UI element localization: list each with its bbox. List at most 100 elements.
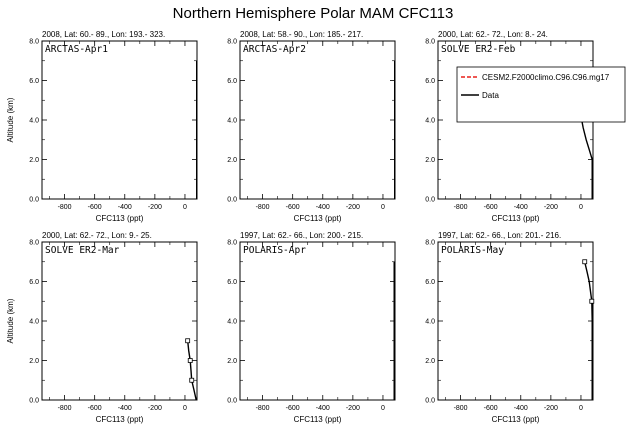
y-tick-label: 4.0 bbox=[29, 118, 39, 125]
data-point-marker bbox=[187, 358, 193, 363]
x-tick-label: -200 bbox=[346, 204, 360, 211]
y-tick-label: 4.0 bbox=[227, 118, 237, 125]
x-axis-label: CFC113 (ppt) bbox=[294, 214, 342, 223]
chart-panel: 1997, Lat: 62.- 66., Lon: 201.- 216. -800… bbox=[425, 231, 595, 424]
x-tick-label: -800 bbox=[256, 204, 270, 211]
y-tick-label: 6.0 bbox=[29, 279, 39, 286]
panel-header: 1997, Lat: 62.- 66., Lon: 201.- 216. bbox=[438, 231, 561, 240]
x-tick-label: -800 bbox=[58, 204, 72, 211]
y-tick-label: 2.0 bbox=[227, 157, 237, 164]
y-tick-label: 0.0 bbox=[425, 398, 435, 405]
x-tick-label: -600 bbox=[88, 204, 102, 211]
x-tick-label: -800 bbox=[454, 405, 468, 412]
x-tick-label: -400 bbox=[118, 405, 132, 412]
y-tick-label: 8.0 bbox=[227, 39, 237, 46]
x-tick-label: -600 bbox=[286, 204, 300, 211]
y-tick-label: 2.0 bbox=[29, 358, 39, 365]
x-tick-label: 0 bbox=[381, 204, 385, 211]
panel-label: ARCTAS-Apr1 bbox=[45, 44, 108, 55]
y-axis-label: Altitude (km) bbox=[6, 298, 15, 343]
y-tick-label: 2.0 bbox=[425, 157, 435, 164]
series-line bbox=[187, 340, 197, 401]
chart-panel: 2000, Lat: 62.- 72., Lon: 8.- 24. -800 -60… bbox=[425, 30, 594, 223]
data-point-marker bbox=[582, 259, 588, 265]
chart-panel: 2008, Lat: 58.- 90., Lon: 185.- 217. -800… bbox=[227, 30, 396, 223]
series-line bbox=[584, 261, 593, 400]
x-tick-label: 0 bbox=[579, 405, 583, 412]
y-tick-label: 4.0 bbox=[227, 319, 237, 326]
x-tick-label: -600 bbox=[484, 204, 498, 211]
panel-label: POLARIS-Apr bbox=[243, 245, 306, 256]
x-axis-label: CFC113 (ppt) bbox=[96, 214, 144, 223]
y-tick-label: 8.0 bbox=[29, 240, 39, 247]
x-tick-label: -800 bbox=[58, 405, 72, 412]
x-axis-label: CFC113 (ppt) bbox=[96, 415, 144, 424]
x-tick-label: -800 bbox=[256, 405, 270, 412]
panel-header: 2000, Lat: 62.- 72., Lon: 8.- 24. bbox=[438, 30, 548, 39]
panels: 2008, Lat: 60.- 89., Lon: 193.- 323. -800… bbox=[6, 30, 595, 424]
legend: CESM2.F2000climo.C96.C96.mg17 Data bbox=[456, 66, 626, 123]
plot-frame bbox=[41, 40, 198, 200]
y-tick-label: 0.0 bbox=[227, 398, 237, 405]
y-tick-label: 8.0 bbox=[227, 240, 237, 247]
x-tick-label: -200 bbox=[148, 204, 162, 211]
panel-header: 1997, Lat: 62.- 66., Lon: 200.- 215. bbox=[240, 231, 363, 240]
x-tick-label: 0 bbox=[579, 204, 583, 211]
y-tick-label: 0.0 bbox=[29, 398, 39, 405]
x-tick-label: -200 bbox=[148, 405, 162, 412]
data-point-marker bbox=[185, 338, 191, 344]
chart-panel: 1997, Lat: 62.- 66., Lon: 200.- 215. -800… bbox=[227, 231, 396, 424]
y-tick-label: 4.0 bbox=[29, 319, 39, 326]
x-tick-label: -200 bbox=[346, 405, 360, 412]
chart-panel: 2008, Lat: 60.- 89., Lon: 193.- 323. -800… bbox=[6, 30, 198, 223]
x-tick-label: -400 bbox=[514, 204, 528, 211]
x-tick-label: -400 bbox=[316, 405, 330, 412]
panel-header: 2000, Lat: 62.- 72., Lon: 9.- 25. bbox=[42, 231, 152, 240]
x-axis-label: CFC113 (ppt) bbox=[294, 415, 342, 424]
x-tick-label: -400 bbox=[118, 204, 132, 211]
x-tick-label: -400 bbox=[514, 405, 528, 412]
y-tick-label: 6.0 bbox=[227, 78, 237, 85]
panel-header: 2008, Lat: 58.- 90., Lon: 185.- 217. bbox=[240, 30, 363, 39]
y-tick-label: 0.0 bbox=[425, 197, 435, 204]
x-tick-label: -400 bbox=[316, 204, 330, 211]
y-tick-label: 0.0 bbox=[227, 197, 237, 204]
x-tick-label: -600 bbox=[286, 405, 300, 412]
x-tick-label: -200 bbox=[544, 405, 558, 412]
x-tick-label: 0 bbox=[183, 204, 187, 211]
panel-label: SOLVE ER2-Feb bbox=[441, 44, 516, 55]
plot-frame bbox=[41, 241, 198, 401]
figure-title: Northern Hemisphere Polar MAM CFC113 bbox=[173, 5, 454, 22]
legend-box bbox=[456, 66, 626, 123]
series-line bbox=[581, 119, 593, 199]
y-tick-label: 6.0 bbox=[29, 78, 39, 85]
y-tick-label: 8.0 bbox=[29, 39, 39, 46]
data-point-marker bbox=[589, 298, 595, 304]
y-tick-label: 6.0 bbox=[227, 279, 237, 286]
x-tick-label: 0 bbox=[183, 405, 187, 412]
y-tick-label: 8.0 bbox=[425, 39, 435, 46]
y-tick-label: 6.0 bbox=[425, 279, 435, 286]
y-tick-label: 8.0 bbox=[425, 240, 435, 247]
x-axis-label: CFC113 (ppt) bbox=[492, 214, 540, 223]
chart-panel: 2000, Lat: 62.- 72., Lon: 9.- 25. -800 -60… bbox=[6, 231, 198, 424]
y-tick-label: 4.0 bbox=[425, 319, 435, 326]
x-tick-label: -600 bbox=[88, 405, 102, 412]
x-tick-label: -200 bbox=[544, 204, 558, 211]
panel-label: POLARIS-May bbox=[441, 245, 504, 256]
x-tick-label: -600 bbox=[484, 405, 498, 412]
x-axis-label: CFC113 (ppt) bbox=[492, 415, 540, 424]
y-tick-label: 6.0 bbox=[425, 78, 435, 85]
x-tick-label: -800 bbox=[454, 204, 468, 211]
y-tick-label: 0.0 bbox=[29, 197, 39, 204]
y-tick-label: 2.0 bbox=[227, 358, 237, 365]
legend-label: Data bbox=[482, 91, 499, 100]
x-tick-label: 0 bbox=[381, 405, 385, 412]
y-tick-label: 2.0 bbox=[29, 157, 39, 164]
panel-header: 2008, Lat: 60.- 89., Lon: 193.- 323. bbox=[42, 30, 165, 39]
y-axis-label: Altitude (km) bbox=[6, 97, 15, 142]
panel-label: SOLVE ER2-Mar bbox=[45, 245, 120, 256]
legend-label: CESM2.F2000climo.C96.C96.mg17 bbox=[482, 73, 610, 82]
y-tick-label: 4.0 bbox=[425, 118, 435, 125]
